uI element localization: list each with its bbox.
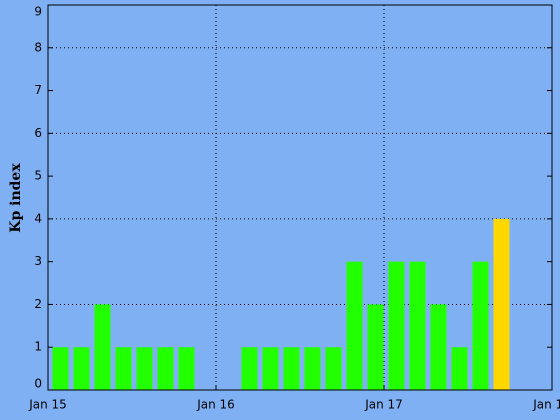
bar bbox=[304, 347, 321, 390]
bar bbox=[325, 347, 342, 390]
bar bbox=[136, 347, 153, 390]
x-tick-label: Jan 18 bbox=[532, 398, 560, 412]
bar bbox=[346, 261, 363, 390]
bar bbox=[178, 347, 195, 390]
bar bbox=[73, 347, 90, 390]
bar bbox=[52, 347, 69, 390]
x-tick-label: Jan 15 bbox=[28, 398, 67, 412]
bar bbox=[388, 261, 405, 390]
bar bbox=[241, 347, 258, 390]
y-tick-label: 9 bbox=[34, 5, 42, 19]
y-tick-label: 1 bbox=[34, 340, 42, 354]
x-tick-label: Jan 16 bbox=[196, 398, 235, 412]
y-tick-label: 8 bbox=[34, 40, 42, 54]
bar bbox=[157, 347, 174, 390]
bar bbox=[262, 347, 279, 390]
bar bbox=[493, 218, 510, 390]
bar bbox=[430, 304, 447, 390]
bar bbox=[451, 347, 468, 390]
bar bbox=[409, 261, 426, 390]
y-tick-label: 6 bbox=[34, 126, 42, 140]
x-tick-label: Jan 17 bbox=[364, 398, 403, 412]
plot-frame bbox=[47, 4, 553, 391]
y-tick-label: 7 bbox=[34, 83, 42, 97]
y-tick-label: 2 bbox=[34, 297, 42, 311]
bar bbox=[367, 304, 384, 390]
bar bbox=[94, 304, 111, 390]
bar bbox=[472, 261, 489, 390]
y-tick-label: 0 bbox=[34, 377, 42, 391]
y-tick-label: 3 bbox=[34, 254, 42, 268]
bar bbox=[283, 347, 300, 390]
y-axis-label: Kp index bbox=[8, 163, 24, 233]
y-tick-label: 5 bbox=[34, 169, 42, 183]
y-tick-label: 4 bbox=[34, 211, 42, 225]
bar bbox=[115, 347, 132, 390]
